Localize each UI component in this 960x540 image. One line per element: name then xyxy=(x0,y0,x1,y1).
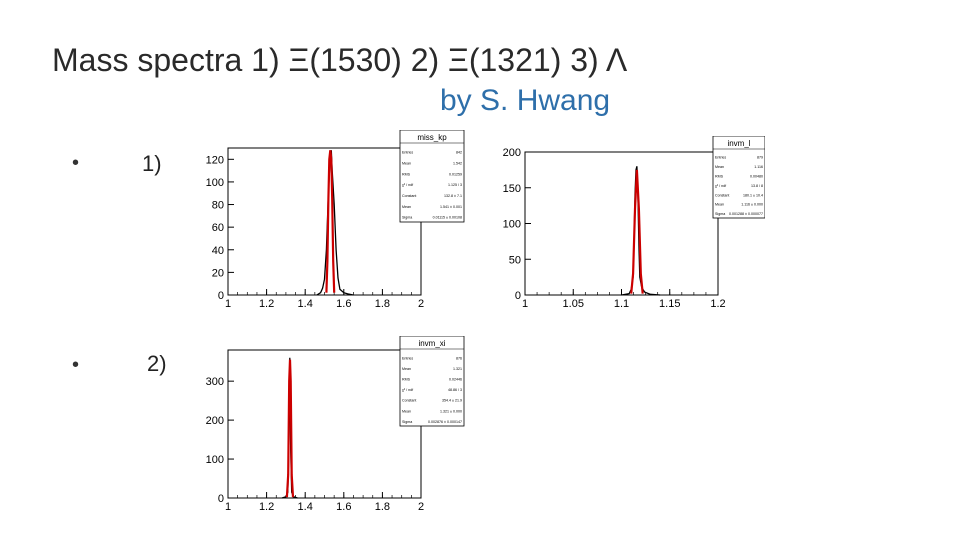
x-tick-label: 1 xyxy=(522,298,528,310)
stats-label: Mean xyxy=(402,367,411,371)
stats-value: 0.001288 ± 0.000077 xyxy=(729,212,763,216)
stats-box xyxy=(399,130,465,223)
stats-title: invm_l xyxy=(727,139,750,148)
x-tick-label: 1.6 xyxy=(336,298,351,310)
x-tick-label: 2 xyxy=(418,298,424,310)
bullet-1-label: 1) xyxy=(142,151,162,176)
stats-label: Mean xyxy=(715,203,724,207)
plot-frame xyxy=(524,151,719,296)
y-tick-label: 200 xyxy=(206,415,224,427)
bullet-1-symbol: • xyxy=(72,152,80,174)
stats-label: RMS xyxy=(715,174,724,178)
x-tick-label: 1 xyxy=(225,298,231,310)
y-tick-label: 100 xyxy=(503,219,521,231)
stats-label: Mean xyxy=(402,205,411,209)
y-tick-label: 100 xyxy=(206,454,224,466)
y-tick-label: 50 xyxy=(509,254,521,266)
stats-value: 1.542 xyxy=(453,161,462,165)
histogram-miss-kp: 1 1.2 1.4 1.6 1.8 2020406080100120miss_kpEntr… xyxy=(206,130,465,310)
stats-label: Sigma xyxy=(402,420,412,424)
stats-label: Mean xyxy=(402,409,411,413)
stats-value: 879 xyxy=(757,156,763,160)
x-tick-label: 1.8 xyxy=(375,298,390,310)
y-tick-label: 60 xyxy=(212,222,224,234)
y-tick-label: 20 xyxy=(212,267,224,279)
y-tick-label: 80 xyxy=(212,200,224,212)
y-tick-label: 100 xyxy=(206,177,224,189)
y-tick-label: 40 xyxy=(212,245,224,257)
x-tick-label: 1.05 xyxy=(563,298,584,310)
stats-label: χ² / ndf xyxy=(715,184,726,188)
stats-box xyxy=(712,136,765,219)
x-tick-label: 1.2 xyxy=(710,298,725,310)
stats-label: Sigma xyxy=(715,212,725,216)
stats-label: Sigma xyxy=(402,216,412,220)
stats-value: 354.4 ± 21.9 xyxy=(442,399,462,403)
gaussian-fit-series xyxy=(630,169,644,294)
y-tick-label: 120 xyxy=(206,154,224,166)
stats-label: Entries xyxy=(715,156,726,160)
stats-value: 48.86 / 3 xyxy=(448,388,462,392)
stats-value: 0.00480 xyxy=(750,174,763,178)
stats-value: 1.541 ± 0.001 xyxy=(440,205,462,209)
stats-label: RMS xyxy=(402,378,411,382)
stats-value: 13.8 / 8 xyxy=(751,184,763,188)
stats-value: 1.321 ± 0.000 xyxy=(440,409,462,413)
x-tick-label: 1.6 xyxy=(336,501,351,513)
histogram-invm-l: 1 1.05 1.1 1.15 1.2 0 50 100 150 200 invm_l Entries… xyxy=(503,136,765,310)
stats-value: 0.02446 xyxy=(449,378,462,382)
stats-label: Entries xyxy=(402,356,413,360)
plot-frame xyxy=(227,349,422,499)
stats-title: invm_xi xyxy=(418,339,445,348)
y-tick-label: 0 xyxy=(218,290,224,302)
stats-value: 876 xyxy=(456,356,462,360)
x-tick-label: 1 xyxy=(225,501,231,513)
gaussian-fit-series xyxy=(285,359,295,498)
stats-title: miss_kp xyxy=(417,133,447,142)
histogram-invm-xi: 1 1.2 1.4 1.6 1.8 2 0 100 200 300 invm_xi Entries 87… xyxy=(206,336,465,513)
stats-label: Constant xyxy=(715,193,729,197)
y-tick-label: 200 xyxy=(503,147,521,159)
x-tick-label: 1.1 xyxy=(614,298,629,310)
gaussian-fit-series xyxy=(325,150,336,293)
stats-value: 0.01259 xyxy=(449,172,462,176)
stats-label: RMS xyxy=(402,172,411,176)
stats-box xyxy=(399,336,465,427)
stats-label: Constant xyxy=(402,399,416,403)
bullet-2-label: 2) xyxy=(147,351,167,376)
stats-value: 180.1 ± 10.4 xyxy=(743,193,763,197)
bullet-2-symbol: • xyxy=(72,354,80,376)
slide-subtitle: by S. Hwang xyxy=(440,84,611,117)
stats-value: 1.321 xyxy=(453,367,462,371)
y-tick-label: 300 xyxy=(206,376,224,388)
stats-label: Mean xyxy=(715,165,724,169)
y-tick-label: 0 xyxy=(515,290,521,302)
stats-label: Entries xyxy=(402,151,413,155)
x-tick-label: 1.4 xyxy=(298,298,313,310)
x-tick-label: 1.4 xyxy=(298,501,313,513)
x-tick-label: 1.2 xyxy=(259,298,274,310)
stats-value: 132.8 ± 7.1 xyxy=(444,194,462,198)
y-tick-label: 150 xyxy=(503,183,521,195)
stats-value: 842 xyxy=(456,151,462,155)
stats-value: 1.116 ± 0.000 xyxy=(741,203,763,207)
x-tick-label: 1.15 xyxy=(659,298,680,310)
stats-label: Constant xyxy=(402,194,416,198)
stats-value: 0.01115 ± 0.00108 xyxy=(433,216,462,220)
stats-label: χ² / ndf xyxy=(402,388,413,392)
stats-value: 0.002876 ± 0.000147 xyxy=(428,420,462,424)
stats-value: 1.116 xyxy=(754,165,763,169)
x-tick-label: 1.8 xyxy=(375,501,390,513)
slide-title: Mass spectra 1) Ξ(1530) 2) Ξ(1321) 3) Λ xyxy=(52,42,628,78)
stats-value: 1.125 / 3 xyxy=(448,183,462,187)
stats-label: χ² / ndf xyxy=(402,183,413,187)
stats-label: Mean xyxy=(402,161,411,165)
y-tick-label: 0 xyxy=(218,493,224,505)
x-tick-label: 1.2 xyxy=(259,501,274,513)
x-tick-label: 2 xyxy=(418,501,424,513)
